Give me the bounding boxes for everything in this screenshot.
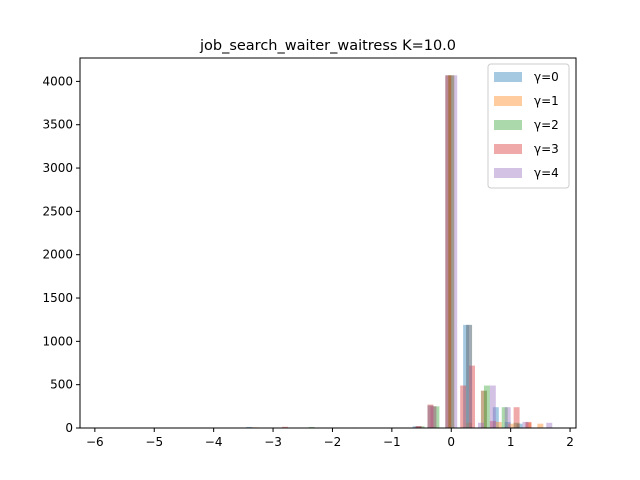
bar-series-1-bin-1 <box>415 426 422 428</box>
bar-series-4-bin-4 <box>477 422 484 428</box>
bar-series-4-bin-1 <box>430 406 437 428</box>
bar-series-0-bin-10 <box>516 423 523 428</box>
y-tick-label: 3500 <box>42 118 73 132</box>
bar-series-4-bin-2 <box>451 75 458 428</box>
bar-series-0-bin-7 <box>480 390 487 428</box>
x-tick-label: 2 <box>566 435 574 449</box>
x-axis: −6 −5 −4 −3 −2 −1 0 1 2 <box>86 428 574 449</box>
bar-series-2-bin-6 <box>466 324 473 428</box>
bar-series-3-bin-6 <box>469 365 476 428</box>
bar-series-1-bin-2 <box>430 406 437 428</box>
bar-series-2-bin-5 <box>448 75 455 428</box>
x-tick-label: −4 <box>205 435 223 449</box>
bar-series-4-bin-8 <box>546 422 553 428</box>
bar-series-3-bin-0 <box>281 426 288 428</box>
bar-series-1-bin-9 <box>537 423 544 428</box>
y-tick-label: 4000 <box>42 74 73 88</box>
x-tick-label: −3 <box>264 435 282 449</box>
bar-series-3-bin-7 <box>489 421 496 428</box>
legend-label: γ=2 <box>534 118 559 132</box>
bar-series-0-bin-1 <box>246 426 253 428</box>
legend: γ=0 γ=1 γ=2 γ=3 γ=4 <box>487 63 570 189</box>
y-tick-label: 500 <box>50 378 73 392</box>
bar-series-1-bin-7 <box>507 423 514 428</box>
bar-series-3-bin-8 <box>513 407 520 428</box>
y-axis: 0 500 1000 1500 2000 2500 3000 3500 4000 <box>42 74 80 435</box>
bar-series-2-bin-4 <box>433 406 440 428</box>
legend-label: γ=0 <box>534 70 559 84</box>
bars-layer <box>94 75 553 429</box>
y-tick-label: 2500 <box>42 204 73 218</box>
bar-series-1-bin-4 <box>466 422 473 428</box>
bar-series-3-bin-2 <box>415 426 422 428</box>
legend-swatch <box>494 168 522 178</box>
x-tick-label: 0 <box>447 435 455 449</box>
legend-swatch <box>494 144 522 154</box>
legend-swatch <box>494 96 522 106</box>
bar-series-1-bin-8 <box>525 422 532 428</box>
legend-label: γ=3 <box>534 142 559 156</box>
legend-swatch <box>494 72 522 82</box>
bar-series-3-bin-9 <box>525 421 532 428</box>
x-tick-label: −1 <box>383 435 401 449</box>
legend-swatch <box>494 120 522 130</box>
bar-series-0-bin-3 <box>412 426 419 428</box>
bar-series-0-bin-9 <box>504 421 511 428</box>
bar-series-3-bin-4 <box>445 75 452 428</box>
plot-frame <box>79 57 577 429</box>
bar-series-2-bin-3 <box>418 426 425 428</box>
bar-series-4-bin-3 <box>466 324 473 428</box>
y-tick-label: 0 <box>65 421 73 435</box>
bar-series-0-bin-5 <box>445 75 452 428</box>
bar-series-0-bin-6 <box>463 324 470 428</box>
chart-title: job_search_waiter_waitress K=10.0 <box>199 38 456 54</box>
bar-series-3-bin-3 <box>427 404 434 428</box>
bar-series-0-bin-8 <box>492 407 499 428</box>
x-tick-label: −6 <box>86 435 104 449</box>
legend-label: γ=1 <box>534 94 559 108</box>
bar-series-4-bin-0 <box>415 426 422 428</box>
x-tick-label: −5 <box>145 435 163 449</box>
y-tick-label: 1000 <box>42 334 73 348</box>
y-tick-label: 3000 <box>42 161 73 175</box>
x-tick-label: 1 <box>507 435 515 449</box>
bar-series-1-bin-6 <box>495 421 502 428</box>
bar-series-3-bin-5 <box>460 385 467 428</box>
bar-series-2-bin-1 <box>308 426 315 428</box>
legend-label: γ=4 <box>534 166 559 180</box>
bar-series-0-bin-4 <box>427 405 434 428</box>
bar-series-4-bin-6 <box>504 407 511 428</box>
bar-series-2-bin-7 <box>483 385 490 428</box>
bar-series-2-bin-9 <box>513 422 520 428</box>
bar-series-4-bin-5 <box>489 385 496 428</box>
x-tick-label: −2 <box>324 435 342 449</box>
y-tick-label: 1500 <box>42 291 73 305</box>
y-tick-label: 2000 <box>42 248 73 262</box>
bar-series-1-bin-3 <box>448 75 455 428</box>
bar-series-2-bin-8 <box>501 407 508 428</box>
legend-box <box>487 63 570 189</box>
bar-series-1-bin-5 <box>480 390 487 428</box>
bar-series-4-bin-7 <box>522 421 529 428</box>
